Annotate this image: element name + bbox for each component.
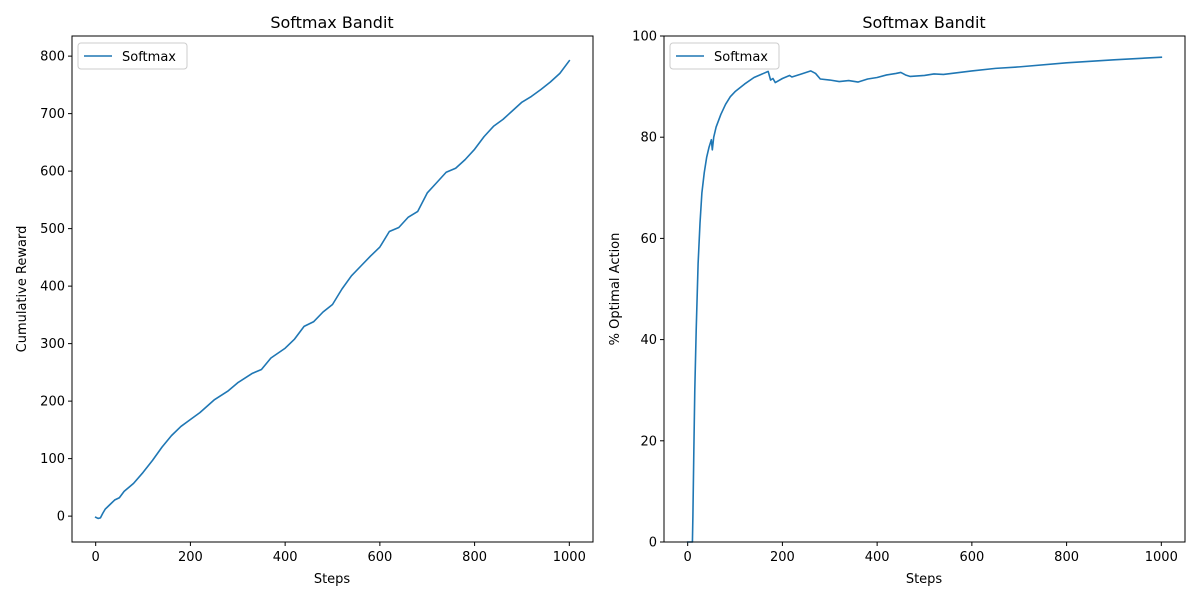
x-tick-label: 200 — [178, 550, 203, 565]
y-tick-label: 400 — [40, 280, 65, 295]
optimal-action-chart-legend: Softmax — [669, 42, 780, 70]
reward-chart-title: Softmax Bandit — [270, 13, 393, 32]
series-line-softmax — [94, 59, 571, 520]
x-tick-label: 600 — [367, 550, 392, 565]
optimal-action-chart-title: Softmax Bandit — [862, 13, 985, 32]
reward-chart-ticks: 0 200 400 600 800 1000 0 100 200 300 400 500 600 700 8… — [40, 50, 586, 565]
y-tick-label: 100 — [632, 30, 657, 45]
x-tick-label: 0 — [684, 550, 692, 565]
x-tick-label: 800 — [462, 550, 487, 565]
x-tick-label: 400 — [273, 550, 298, 565]
optimal-action-chart-frame — [663, 35, 1186, 543]
y-tick-label: 200 — [40, 395, 65, 410]
y-tick-label: 300 — [40, 337, 65, 352]
y-tick-label: 100 — [40, 452, 65, 467]
reward-chart: Softmax Bandit Steps Cumulative Reward 0… — [15, 13, 594, 587]
optimal-action-chart-xlabel: Steps — [906, 572, 943, 587]
y-tick-label: 40 — [640, 333, 657, 348]
y-tick-label: 80 — [640, 131, 657, 146]
x-tick-label: 200 — [770, 550, 795, 565]
x-tick-label: 400 — [865, 550, 890, 565]
y-tick-label: 600 — [40, 165, 65, 180]
reward-legend-label: Softmax — [122, 50, 176, 65]
optimal-action-chart: Softmax Bandit Steps % Optimal Action 0 2… — [608, 13, 1186, 587]
y-tick-label: 60 — [640, 232, 657, 247]
x-tick-label: 600 — [959, 550, 984, 565]
optimal-action-chart-ylabel: % Optimal Action — [608, 233, 623, 346]
y-tick-label: 800 — [40, 50, 65, 65]
reward-chart-frame — [71, 35, 594, 543]
reward-chart-legend: Softmax — [77, 42, 188, 70]
optimal-legend-label: Softmax — [714, 50, 768, 65]
x-tick-label: 1000 — [1145, 550, 1178, 565]
x-tick-label: 0 — [92, 550, 100, 565]
optimal-action-chart-marks — [686, 56, 1163, 543]
optimal-action-chart-ticks: 0 200 400 600 800 1000 0 20 40 60 80 100 — [632, 30, 1178, 566]
x-tick-label: 800 — [1054, 550, 1079, 565]
y-tick-label: 500 — [40, 222, 65, 237]
y-tick-label: 0 — [57, 510, 65, 525]
y-tick-label: 0 — [649, 536, 657, 551]
y-tick-label: 20 — [640, 434, 657, 449]
series-line-softmax — [686, 56, 1163, 543]
x-tick-label: 1000 — [553, 550, 586, 565]
reward-chart-xlabel: Steps — [314, 572, 351, 587]
reward-chart-ylabel: Cumulative Reward — [15, 226, 30, 353]
y-tick-label: 700 — [40, 107, 65, 122]
reward-chart-marks — [94, 59, 571, 520]
